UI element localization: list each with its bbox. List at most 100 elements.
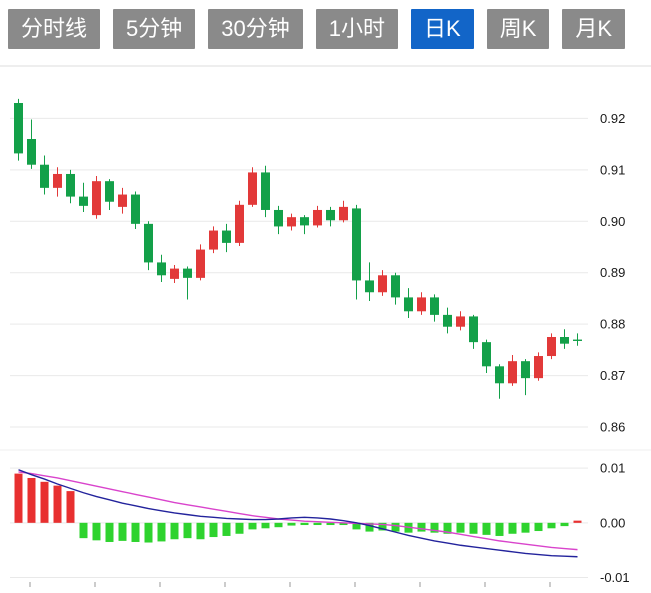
macd-bar — [482, 522, 491, 535]
macd-bar — [261, 522, 270, 529]
dif-line — [18, 471, 578, 551]
macd-bar — [443, 522, 452, 534]
macd-bar — [391, 522, 400, 532]
candle-body — [560, 337, 569, 344]
price-tick-label: 0.89 — [600, 265, 625, 280]
macd-bar — [339, 522, 348, 526]
macd-bar — [66, 491, 75, 523]
candle-body — [170, 268, 179, 279]
price-tick-label: 0.90 — [600, 214, 625, 229]
macd-bar — [469, 522, 478, 534]
tab-5min[interactable]: 5分钟 — [113, 9, 196, 49]
macd-bar — [417, 522, 426, 532]
candle-body — [456, 316, 465, 327]
candle-body — [40, 164, 49, 188]
candle-body — [92, 181, 101, 216]
candle-body — [287, 217, 296, 227]
candle-body — [339, 206, 348, 221]
candle-body — [443, 314, 452, 327]
candle-body — [365, 280, 374, 293]
macd-bar — [300, 522, 309, 526]
macd-bar — [352, 522, 361, 530]
candle-body — [53, 173, 62, 188]
tab-daily-k[interactable]: 日K — [411, 9, 474, 49]
candle-body — [391, 275, 400, 298]
candle-body — [248, 172, 257, 205]
candle-body — [79, 196, 88, 206]
candle-body — [66, 173, 75, 197]
macd-bar — [27, 477, 36, 523]
candle-body — [508, 361, 517, 384]
candle-body — [14, 103, 23, 154]
candle-body — [430, 297, 439, 315]
macd-bar — [573, 520, 582, 523]
macd-bar — [235, 522, 244, 534]
candle-body — [118, 194, 127, 207]
macd-bar — [53, 485, 62, 523]
candle-body — [573, 339, 582, 341]
price-tick-label: 0.86 — [600, 420, 625, 435]
candle-body — [300, 217, 309, 226]
macd-bar — [183, 522, 192, 539]
macd-bar — [144, 522, 153, 543]
candle-body — [495, 366, 504, 384]
tab-1hour[interactable]: 1小时 — [315, 9, 398, 49]
candle-body — [534, 356, 543, 379]
macd-bar — [118, 522, 127, 541]
price-tick-label: 0.88 — [600, 317, 625, 332]
macd-bar — [196, 522, 205, 540]
macd-bar — [365, 522, 374, 532]
x-axis-ticks — [29, 582, 551, 587]
kline-chart[interactable]: 0.92 0.91 0.90 0.89 0.88 0.87 0.86 0.01 0.00 -0.0… — [0, 56, 651, 588]
price-tick-label: 0.91 — [600, 162, 625, 177]
price-tick-label: 0.87 — [600, 368, 625, 383]
candle-body — [482, 342, 491, 367]
candle-body — [378, 275, 387, 293]
candle-body — [209, 230, 218, 250]
macd-bar — [274, 522, 283, 528]
macd-bar — [157, 522, 166, 542]
candle-body — [261, 172, 270, 210]
tab-30min[interactable]: 30分钟 — [208, 9, 303, 49]
macd-tick-label: -0.01 — [600, 570, 630, 585]
tab-weekly-k[interactable]: 周K — [486, 9, 550, 49]
macd-bar — [326, 522, 335, 526]
candle-body — [352, 208, 361, 281]
price-tick-label: 0.92 — [600, 111, 625, 126]
macd-bar — [456, 522, 465, 533]
timeframe-toolbar: 分时线 5分钟 30分钟 1小时 日K 周K 月K — [0, 0, 651, 53]
candle-body — [404, 297, 413, 312]
macd-bar — [508, 522, 517, 534]
macd-bar — [79, 522, 88, 539]
dea-line — [18, 469, 578, 558]
candle-body — [222, 230, 231, 243]
candle-body — [105, 181, 114, 202]
candle-body — [196, 249, 205, 278]
macd-bar — [92, 522, 101, 541]
macd-bar — [131, 522, 140, 542]
candle-body — [183, 268, 192, 278]
macd-bar — [209, 522, 218, 538]
macd-tick-label: 0.01 — [600, 461, 625, 476]
candle-body — [469, 316, 478, 343]
macd-bar — [547, 522, 556, 529]
candle-body — [144, 223, 153, 263]
macd-bar — [105, 522, 114, 542]
candlestick-panel — [14, 98, 582, 399]
macd-bar — [378, 522, 387, 531]
y-axis-labels: 0.92 0.91 0.90 0.89 0.88 0.87 0.86 0.01 0.00 -0.0… — [10, 111, 630, 585]
candle-body — [313, 209, 322, 226]
candle-body — [274, 209, 283, 227]
macd-bar — [521, 522, 530, 533]
candle-body — [326, 209, 335, 221]
candle-body — [157, 262, 166, 276]
macd-bar — [430, 522, 439, 533]
macd-bar — [534, 522, 543, 532]
macd-bar — [40, 481, 49, 523]
tab-time-line[interactable]: 分时线 — [8, 9, 101, 49]
tab-monthly-k[interactable]: 月K — [562, 9, 626, 49]
macd-histogram — [14, 473, 582, 543]
candle-body — [131, 194, 140, 224]
macd-bar — [560, 522, 569, 527]
macd-bar — [14, 473, 23, 523]
